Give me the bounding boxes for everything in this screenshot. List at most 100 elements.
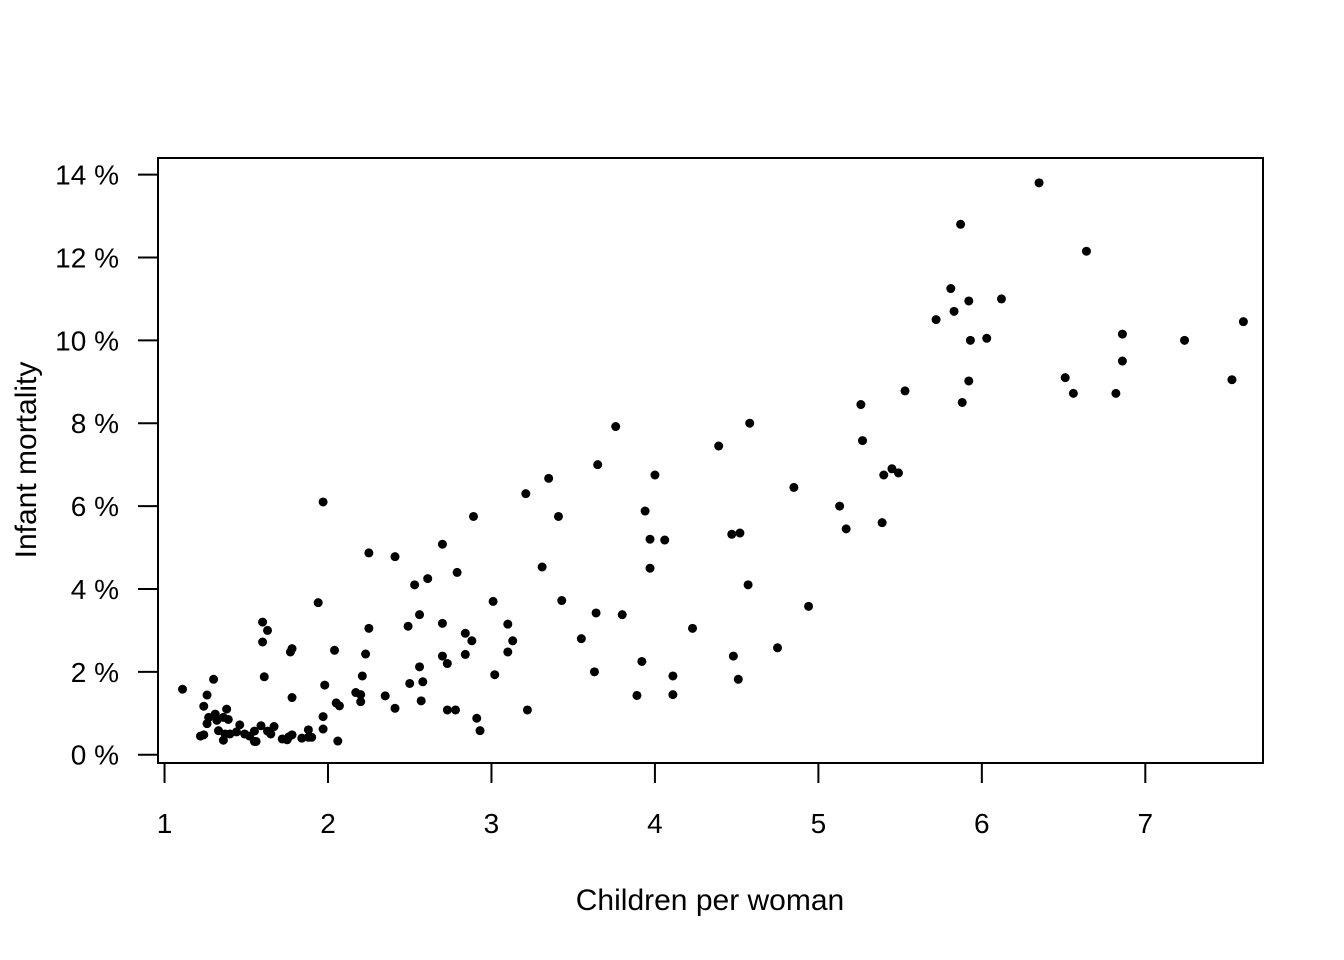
data-point bbox=[640, 506, 650, 516]
data-point bbox=[964, 296, 974, 306]
data-point bbox=[442, 705, 452, 715]
data-point bbox=[223, 714, 233, 724]
y-tick-label: 10 % bbox=[55, 325, 119, 356]
data-points bbox=[178, 178, 1248, 746]
data-point bbox=[452, 567, 462, 577]
y-axis-title: Infant mortality bbox=[10, 362, 43, 559]
data-point bbox=[222, 704, 232, 714]
data-point bbox=[593, 460, 603, 470]
data-point bbox=[589, 667, 599, 677]
x-tick-label: 7 bbox=[1138, 808, 1154, 839]
x-tick-label: 1 bbox=[157, 808, 173, 839]
data-point bbox=[964, 376, 974, 386]
data-point bbox=[320, 680, 330, 690]
data-point bbox=[437, 618, 447, 628]
data-point bbox=[835, 501, 845, 511]
data-point bbox=[956, 219, 966, 229]
data-point bbox=[637, 656, 647, 666]
data-point bbox=[1227, 375, 1237, 385]
data-point bbox=[879, 470, 889, 480]
data-point bbox=[503, 647, 513, 657]
data-point bbox=[1180, 335, 1190, 345]
data-point bbox=[318, 497, 328, 507]
data-point bbox=[209, 674, 219, 684]
data-point bbox=[357, 671, 367, 681]
data-point bbox=[965, 335, 975, 345]
data-point bbox=[307, 732, 317, 742]
data-point bbox=[416, 696, 426, 706]
data-point bbox=[982, 333, 992, 343]
data-point bbox=[488, 596, 498, 606]
data-point bbox=[415, 610, 425, 620]
data-point bbox=[202, 719, 212, 729]
data-point bbox=[218, 735, 228, 745]
data-point bbox=[856, 400, 866, 410]
data-point bbox=[617, 610, 627, 620]
data-point bbox=[258, 617, 268, 627]
data-point bbox=[611, 422, 621, 432]
data-point bbox=[1068, 388, 1078, 398]
data-point bbox=[668, 690, 678, 700]
y-tick-label: 0 % bbox=[71, 740, 119, 771]
data-point bbox=[405, 678, 415, 688]
data-point bbox=[727, 529, 737, 539]
data-point bbox=[285, 647, 295, 657]
data-point bbox=[318, 712, 328, 722]
data-point bbox=[437, 651, 447, 661]
data-point bbox=[415, 662, 425, 672]
data-point bbox=[472, 713, 482, 723]
data-point bbox=[423, 574, 433, 584]
x-axis: 1 2 3 4 5 6 7 bbox=[157, 762, 1154, 839]
data-point bbox=[743, 580, 753, 590]
data-point bbox=[1034, 178, 1044, 188]
data-point bbox=[356, 690, 366, 700]
data-point bbox=[356, 697, 366, 707]
data-point bbox=[303, 725, 313, 735]
data-point bbox=[503, 619, 513, 629]
data-point bbox=[789, 482, 799, 492]
data-point bbox=[418, 677, 428, 687]
data-point bbox=[475, 726, 485, 736]
data-point bbox=[996, 294, 1006, 304]
data-point bbox=[266, 729, 276, 739]
data-point bbox=[508, 636, 518, 646]
data-point bbox=[334, 701, 344, 711]
data-point bbox=[887, 464, 897, 474]
data-point bbox=[557, 596, 567, 606]
data-point bbox=[196, 731, 205, 741]
data-point bbox=[745, 418, 755, 428]
data-point bbox=[451, 705, 460, 715]
data-point bbox=[957, 397, 967, 407]
data-point bbox=[1238, 317, 1248, 327]
data-point bbox=[1081, 246, 1091, 256]
data-point bbox=[660, 535, 670, 545]
data-point bbox=[258, 637, 268, 647]
x-tick-label: 2 bbox=[320, 808, 336, 839]
x-tick-label: 5 bbox=[811, 808, 827, 839]
y-tick-label: 14 % bbox=[55, 160, 119, 191]
data-point bbox=[735, 528, 745, 538]
data-point bbox=[287, 693, 297, 703]
y-tick-label: 4 % bbox=[71, 574, 119, 605]
data-point bbox=[553, 511, 563, 521]
data-point bbox=[688, 623, 698, 633]
x-tick-label: 6 bbox=[974, 808, 990, 839]
x-axis-title: Children per woman bbox=[576, 884, 844, 917]
x-tick-label: 3 bbox=[484, 808, 500, 839]
data-point bbox=[202, 690, 212, 700]
data-point bbox=[269, 722, 279, 732]
data-point bbox=[330, 645, 340, 655]
data-point bbox=[437, 539, 447, 549]
plot-area-frame bbox=[157, 157, 1264, 764]
data-point bbox=[468, 511, 478, 521]
data-point bbox=[263, 625, 273, 635]
data-point bbox=[199, 701, 209, 711]
data-point bbox=[380, 691, 390, 701]
data-point bbox=[1111, 388, 1121, 398]
data-point bbox=[460, 628, 470, 638]
data-point bbox=[650, 470, 660, 480]
data-point bbox=[390, 552, 400, 562]
data-point bbox=[403, 621, 413, 631]
data-point bbox=[931, 315, 941, 325]
